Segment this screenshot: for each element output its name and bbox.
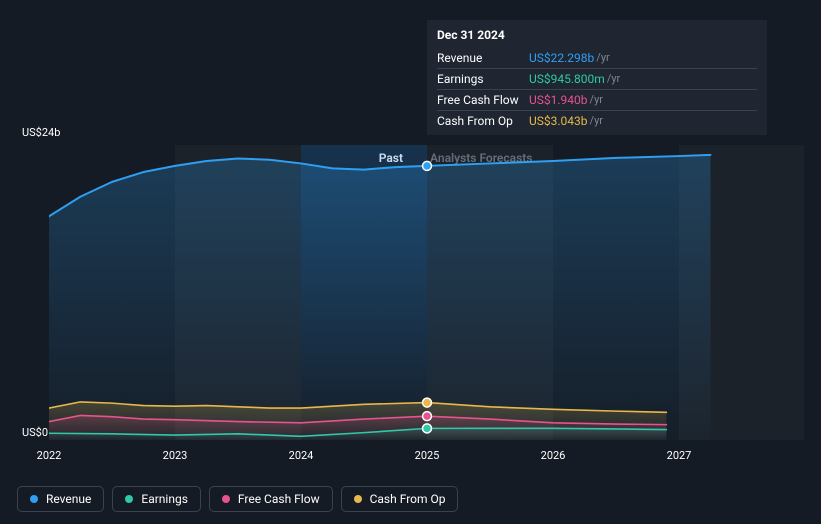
tooltip-row-cfo: Cash From Op US$3.043b /yr bbox=[437, 111, 757, 131]
xtick-2027: 2027 bbox=[667, 449, 692, 462]
xtick-2025: 2025 bbox=[415, 449, 440, 462]
swatch-icon bbox=[30, 495, 38, 503]
tooltip-label: Revenue bbox=[437, 51, 529, 65]
legend-label: Revenue bbox=[46, 492, 91, 506]
tooltip-row-earnings: Earnings US$945.800m /yr bbox=[437, 69, 757, 90]
legend: Revenue Earnings Free Cash Flow Cash Fro… bbox=[17, 486, 458, 512]
chart-svg bbox=[49, 145, 804, 465]
tooltip-label: Earnings bbox=[437, 72, 529, 86]
xtick-2026: 2026 bbox=[541, 449, 566, 462]
tooltip-label: Free Cash Flow bbox=[437, 93, 529, 107]
legend-label: Free Cash Flow bbox=[238, 492, 320, 506]
tooltip-value: US$3.043b bbox=[529, 114, 588, 128]
swatch-icon bbox=[125, 495, 133, 503]
chart-tooltip: Dec 31 2024 Revenue US$22.298b /yr Earni… bbox=[427, 20, 767, 135]
legend-item-revenue[interactable]: Revenue bbox=[17, 486, 104, 512]
tooltip-value: US$945.800m bbox=[529, 72, 605, 86]
ytick-zero: US$0 bbox=[22, 426, 48, 439]
xtick-2022: 2022 bbox=[37, 449, 62, 462]
plot-area[interactable]: 2022 2023 2024 2025 2026 2027 bbox=[49, 145, 804, 440]
tooltip-row-fcf: Free Cash Flow US$1.940b /yr bbox=[437, 90, 757, 111]
ytick-max: US$24b bbox=[22, 126, 60, 139]
swatch-icon bbox=[354, 495, 362, 503]
legend-item-earnings[interactable]: Earnings bbox=[112, 486, 201, 512]
xtick-2024: 2024 bbox=[289, 449, 314, 462]
tooltip-label: Cash From Op bbox=[437, 114, 529, 128]
tooltip-row-revenue: Revenue US$22.298b /yr bbox=[437, 48, 757, 69]
legend-label: Cash From Op bbox=[370, 492, 446, 506]
tooltip-unit: /yr bbox=[590, 114, 603, 128]
tooltip-unit: /yr bbox=[596, 51, 609, 65]
legend-item-cfo[interactable]: Cash From Op bbox=[341, 486, 459, 512]
xtick-2023: 2023 bbox=[163, 449, 188, 462]
tooltip-value: US$22.298b bbox=[529, 51, 594, 65]
swatch-icon bbox=[222, 495, 230, 503]
legend-item-fcf[interactable]: Free Cash Flow bbox=[209, 486, 333, 512]
tooltip-unit: /yr bbox=[590, 93, 603, 107]
legend-label: Earnings bbox=[141, 492, 188, 506]
tooltip-date: Dec 31 2024 bbox=[437, 28, 757, 48]
tooltip-value: US$1.940b bbox=[529, 93, 588, 107]
tooltip-unit: /yr bbox=[607, 72, 620, 86]
